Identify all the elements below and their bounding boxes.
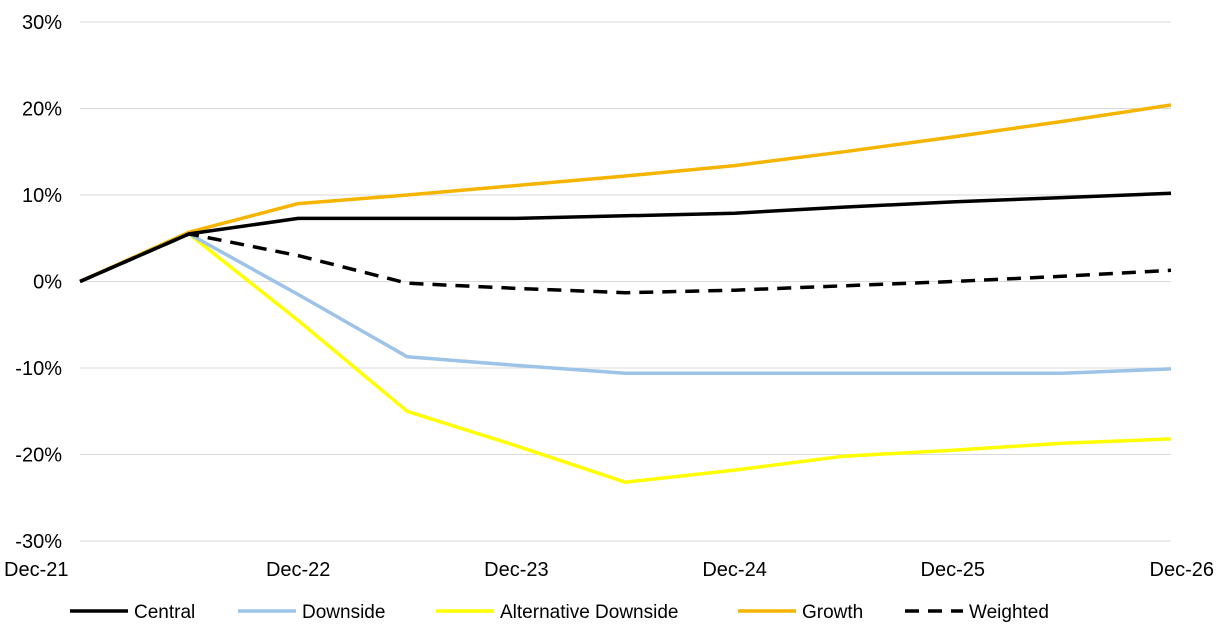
x-tick-label: Dec-24: [702, 559, 766, 581]
y-tick-label: 30%: [22, 12, 62, 34]
legend: Central Downside Alternative Downside Growt…: [70, 602, 1049, 623]
legend-item-weighted: Weighted: [905, 602, 1049, 623]
legend-label: Weighted: [969, 602, 1049, 623]
series-lines: [79, 103, 1172, 484]
legend-label: Growth: [802, 602, 863, 623]
legend-item-central: Central: [70, 602, 195, 623]
legend-label: Central: [134, 602, 195, 623]
x-tick-label: Dec-23: [484, 559, 548, 581]
y-tick-label: 10%: [22, 185, 62, 207]
legend-label: Alternative Downside: [500, 602, 678, 623]
y-tick-label: -30%: [15, 531, 62, 553]
legend-label: Downside: [302, 602, 385, 623]
y-axis-tick-labels: 30% 20% 10% 0% -10% -20% -30%: [15, 12, 62, 553]
series-line-central: [79, 191, 1172, 284]
x-tick-label: Dec-25: [921, 559, 985, 581]
y-tick-label: 0%: [33, 272, 62, 294]
x-tick-label: Dec-21: [4, 559, 68, 581]
y-tick-label: 20%: [22, 99, 62, 121]
gridlines: [80, 21, 1171, 542]
x-tick-label: Dec-22: [266, 559, 330, 581]
x-axis-tick-labels: Dec-21 Dec-22 Dec-23 Dec-24 Dec-25 Dec-26: [4, 559, 1214, 581]
y-tick-label: -10%: [15, 358, 62, 380]
series-line-downside: [79, 232, 1172, 375]
series-line-alternative-downside: [79, 232, 1172, 484]
legend-item-alternative-downside: Alternative Downside: [436, 602, 678, 623]
legend-item-downside: Downside: [238, 602, 385, 623]
legend-item-growth: Growth: [738, 602, 863, 623]
y-tick-label: -20%: [15, 445, 62, 467]
series-line-growth: [79, 103, 1172, 284]
x-tick-label: Dec-26: [1150, 559, 1214, 581]
series-line-weighted: [79, 232, 1172, 295]
